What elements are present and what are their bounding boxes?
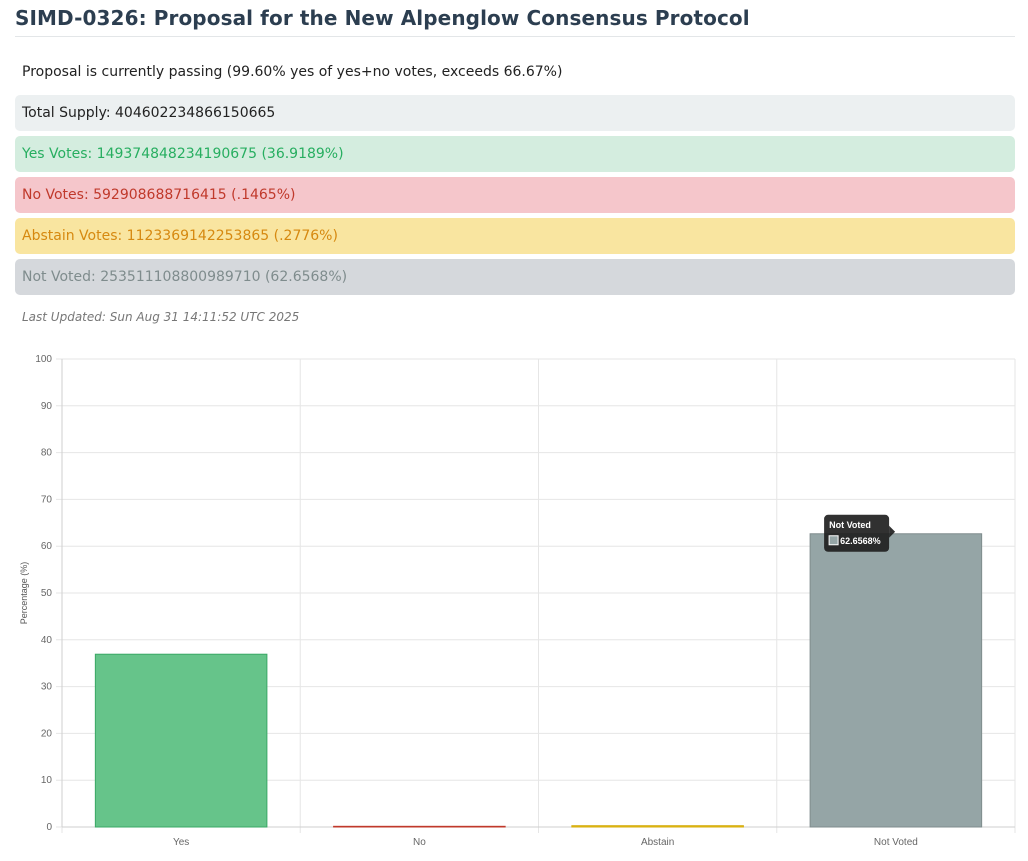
x-tick-label: Abstain bbox=[641, 837, 674, 848]
tooltip-background bbox=[824, 514, 890, 552]
proposal-status: Proposal is currently passing (99.60% ye… bbox=[22, 64, 563, 80]
tooltip-value: 62.6568% bbox=[840, 536, 881, 546]
total-supply-box: Total Supply: 404602234866150665 bbox=[15, 95, 1015, 131]
vote-percentage-chart[interactable]: 0 10 20 30 40 50 60 70 80 90 100 Yes No Abstain Not Vo… bbox=[0, 340, 1028, 861]
y-tick-label: 50 bbox=[41, 588, 53, 599]
y-tick-label: 70 bbox=[41, 494, 53, 505]
not-voted-box: Not Voted: 253511108800989710 (62.6568%) bbox=[15, 259, 1015, 295]
last-updated: Last Updated: Sun Aug 31 14:11:52 UTC 20… bbox=[22, 310, 300, 324]
y-axis-title: Percentage (%) bbox=[19, 562, 29, 625]
tooltip-title: Not Voted bbox=[829, 520, 871, 530]
no-votes-box: No Votes: 592908688716415 (.1465%) bbox=[15, 177, 1015, 213]
yes-votes-box: Yes Votes: 149374848234190675 (36.9189%) bbox=[15, 136, 1015, 172]
tooltip-pointer bbox=[889, 525, 896, 538]
x-tick-label: No bbox=[413, 837, 426, 848]
y-tick-label: 30 bbox=[41, 682, 53, 693]
bar-yes[interactable] bbox=[94, 653, 268, 828]
y-tick-label: 10 bbox=[41, 775, 53, 786]
title-divider bbox=[15, 36, 1015, 37]
y-tick-label: 80 bbox=[41, 448, 53, 459]
y-tick-label: 100 bbox=[35, 354, 52, 365]
bar-no[interactable] bbox=[333, 825, 506, 828]
y-tick-label: 60 bbox=[41, 541, 53, 552]
bar-not-voted[interactable] bbox=[809, 533, 983, 828]
y-tick-label: 90 bbox=[41, 401, 53, 412]
y-tick-label: 0 bbox=[46, 822, 52, 833]
page-title: SIMD-0326: Proposal for the New Alpenglo… bbox=[15, 6, 750, 30]
x-tick-label: Yes bbox=[173, 837, 189, 848]
x-tick-label: Not Voted bbox=[874, 837, 918, 848]
bar-abstain[interactable] bbox=[571, 825, 744, 828]
y-tick-label: 20 bbox=[41, 728, 53, 739]
y-tick-label: 40 bbox=[41, 635, 53, 646]
abstain-votes-box: Abstain Votes: 1123369142253865 (.2776%) bbox=[15, 218, 1015, 254]
tooltip-swatch bbox=[828, 535, 839, 546]
